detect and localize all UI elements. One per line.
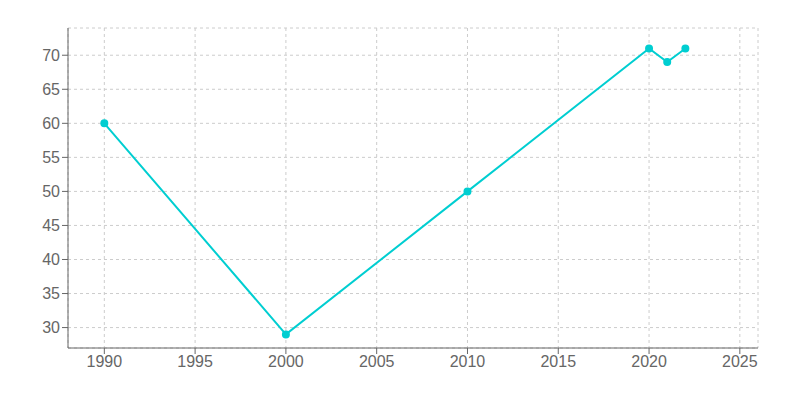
svg-text:2005: 2005 xyxy=(359,353,395,370)
svg-text:1995: 1995 xyxy=(177,353,213,370)
svg-text:35: 35 xyxy=(42,285,60,302)
svg-text:2000: 2000 xyxy=(268,353,304,370)
svg-text:2020: 2020 xyxy=(631,353,667,370)
svg-text:2015: 2015 xyxy=(540,353,576,370)
svg-text:70: 70 xyxy=(42,47,60,64)
svg-text:40: 40 xyxy=(42,251,60,268)
svg-text:2025: 2025 xyxy=(722,353,758,370)
svg-text:55: 55 xyxy=(42,149,60,166)
svg-text:65: 65 xyxy=(42,81,60,98)
svg-text:60: 60 xyxy=(42,115,60,132)
svg-text:30: 30 xyxy=(42,319,60,336)
svg-text:50: 50 xyxy=(42,183,60,200)
svg-text:45: 45 xyxy=(42,217,60,234)
svg-text:2010: 2010 xyxy=(450,353,486,370)
svg-text:1990: 1990 xyxy=(87,353,123,370)
